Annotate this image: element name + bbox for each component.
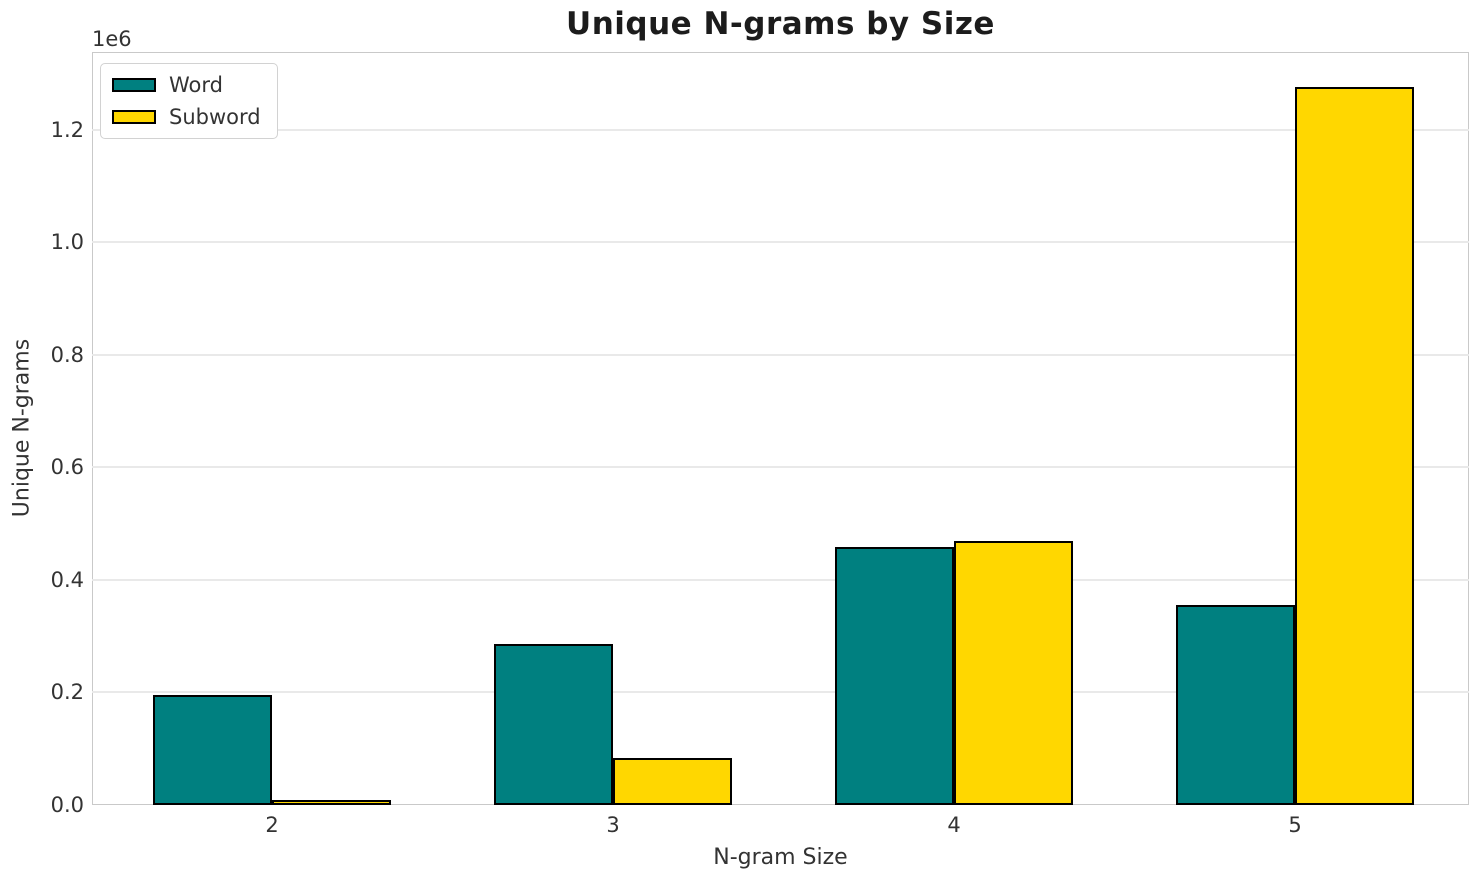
y-axis-offset-label: 1e6	[92, 27, 132, 51]
y-tick-label: 0.2	[50, 680, 84, 705]
gridline	[92, 353, 1469, 356]
gridline	[92, 691, 1469, 694]
x-tick-label: 5	[1288, 813, 1302, 837]
legend-label: Subword	[169, 105, 261, 129]
legend-swatch-word	[112, 78, 156, 92]
gridline	[92, 241, 1469, 244]
legend-label: Word	[169, 73, 223, 97]
legend: Word Subword	[100, 63, 278, 139]
y-tick-label: 0.8	[50, 342, 84, 367]
x-tick-label: 2	[265, 813, 279, 837]
legend-swatch-subword	[112, 110, 156, 124]
bar-word-3	[494, 644, 613, 805]
x-tick-label: 4	[947, 813, 961, 837]
bar-subword-3	[613, 757, 732, 805]
gridline	[92, 578, 1469, 581]
bar-subword-5	[1295, 87, 1414, 805]
chart-title: Unique N-grams by Size	[566, 6, 995, 42]
bar-word-5	[1176, 604, 1295, 805]
legend-item: Subword	[112, 105, 261, 129]
y-tick-label: 1.2	[50, 117, 84, 142]
bar-word-2	[153, 694, 272, 805]
gridline	[92, 128, 1469, 131]
y-tick-label: 0.4	[50, 567, 84, 592]
x-tick-label: 3	[606, 813, 620, 837]
bar-word-4	[835, 546, 954, 805]
legend-item: Word	[112, 73, 261, 97]
gridline	[92, 466, 1469, 469]
bar-subword-2	[272, 799, 391, 805]
y-tick-label: 1.0	[50, 230, 84, 255]
y-tick-label: 0.6	[50, 455, 84, 480]
x-axis-label: N-gram Size	[713, 845, 848, 870]
y-tick-label: 0.0	[50, 793, 84, 817]
bar-subword-4	[954, 541, 1073, 805]
